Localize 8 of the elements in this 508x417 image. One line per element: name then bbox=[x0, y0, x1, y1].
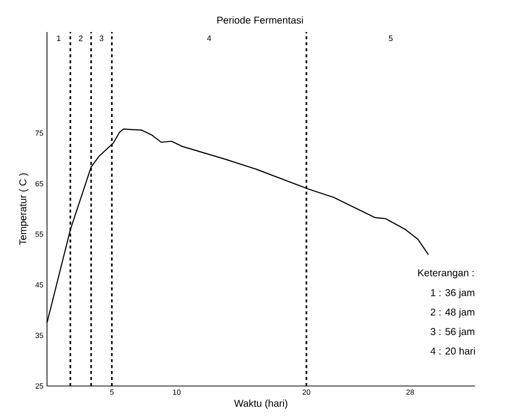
annotation: 1 : 36 jam bbox=[431, 288, 474, 298]
annotation: 4 : 20 hari bbox=[430, 347, 475, 355]
chart-title: Periode Fermentasi bbox=[217, 16, 303, 24]
y-axis-title: Temperatur ( C ) bbox=[19, 173, 28, 246]
annotation: Keterangan : bbox=[418, 269, 474, 278]
annotation: 2 : 48 jam bbox=[430, 308, 474, 318]
annotation: 3 : 56 jam bbox=[430, 328, 474, 338]
x-axis-title: Waktu (hari) bbox=[234, 400, 288, 409]
